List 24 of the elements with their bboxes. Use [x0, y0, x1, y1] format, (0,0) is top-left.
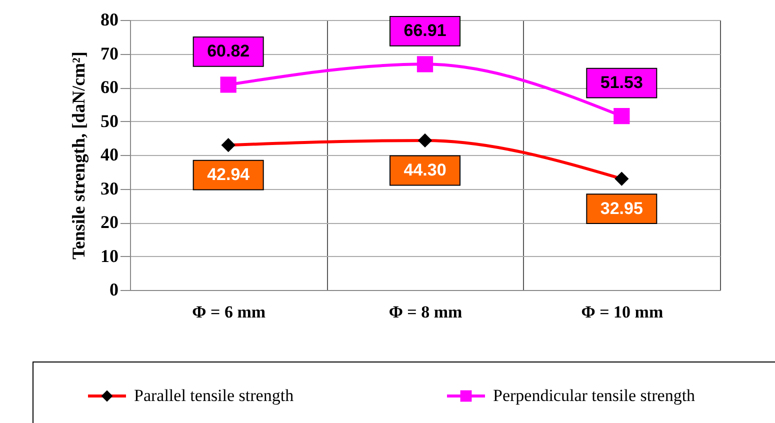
x-tick-label: Φ = 6 mm	[192, 302, 266, 322]
y-tick-label: 50	[100, 110, 118, 131]
y-tick-label: 20	[100, 212, 118, 232]
point	[614, 108, 630, 124]
data-label: 42.94	[207, 165, 250, 184]
data-label: 32.95	[600, 198, 643, 218]
legend-label: Parallel tensile strength	[134, 386, 294, 405]
x-tick-label: Φ = 10 mm	[581, 302, 664, 322]
y-tick-label: 10	[100, 246, 118, 266]
y-tick-label: 80	[100, 10, 118, 30]
y-tick-label: 30	[100, 178, 118, 198]
y-tick-label: 60	[100, 77, 118, 97]
point	[220, 76, 236, 93]
y-tick-label: 40	[100, 144, 118, 164]
y-tick-label: 0	[110, 280, 118, 300]
data-label: 44.30	[404, 160, 446, 180]
point	[416, 56, 434, 72]
y-tick-label: 70	[100, 43, 118, 64]
x-tick-label: Φ = 8 mm	[388, 302, 462, 322]
legend-label: Perpendicular tensile strength	[493, 386, 696, 405]
data-label: 60.82	[207, 42, 250, 61]
y-axis-title: Tensile strength, [daN/cm²]	[68, 52, 88, 260]
data-label: 66.91	[404, 21, 446, 40]
data-label: 51.53	[600, 73, 643, 92]
